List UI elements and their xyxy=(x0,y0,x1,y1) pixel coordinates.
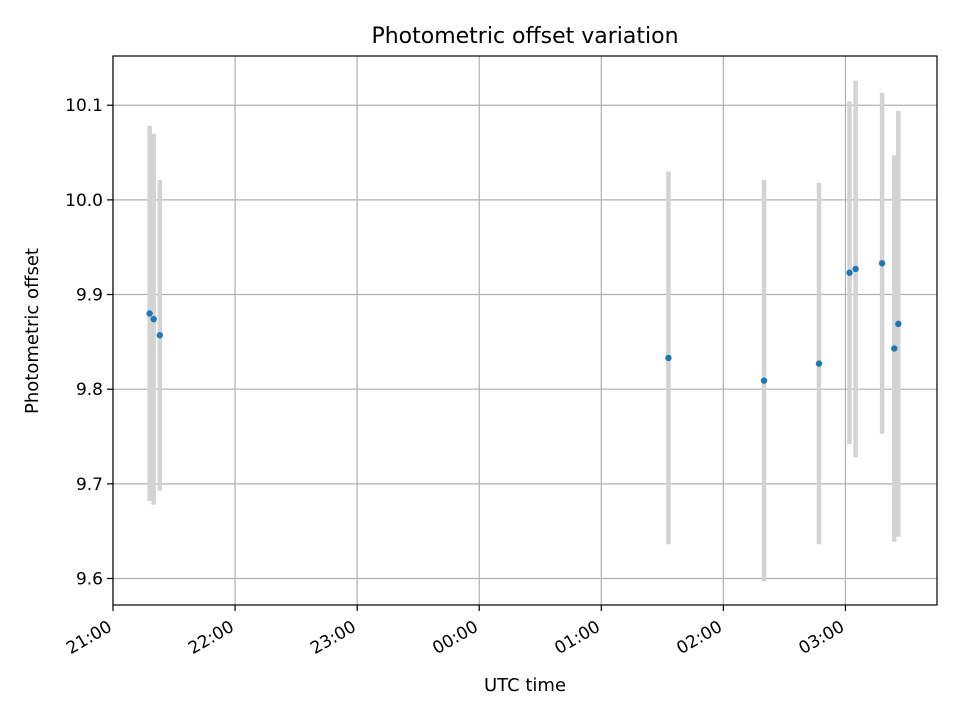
chart-title: Photometric offset variation xyxy=(371,24,678,49)
data-point xyxy=(895,320,902,328)
data-point xyxy=(891,345,898,352)
data-point xyxy=(156,332,163,339)
data-point xyxy=(146,310,153,317)
y-tick-label: 10.1 xyxy=(65,96,103,116)
y-tick-label: 9.6 xyxy=(76,569,103,589)
data-point xyxy=(150,315,157,323)
y-tick-label: 9.7 xyxy=(76,475,103,495)
data-point xyxy=(760,377,768,384)
y-tick-label: 10.0 xyxy=(65,191,103,211)
data-point xyxy=(878,260,886,267)
data-point xyxy=(815,360,823,367)
data-points xyxy=(146,260,902,384)
x-axis-label: UTC time xyxy=(484,675,566,696)
y-tick-label: 9.8 xyxy=(76,380,103,400)
y-axis-ticks: 9.6 9.7 9.8 9.9 10.0 10.1 xyxy=(65,96,113,589)
grid-lines xyxy=(112,56,937,605)
data-point xyxy=(852,265,859,273)
y-axis-label: Photometric offset xyxy=(22,248,43,414)
y-tick-label: 9.9 xyxy=(76,286,103,306)
data-point xyxy=(846,269,853,276)
data-point xyxy=(665,354,672,362)
plot-area-frame xyxy=(112,55,938,606)
